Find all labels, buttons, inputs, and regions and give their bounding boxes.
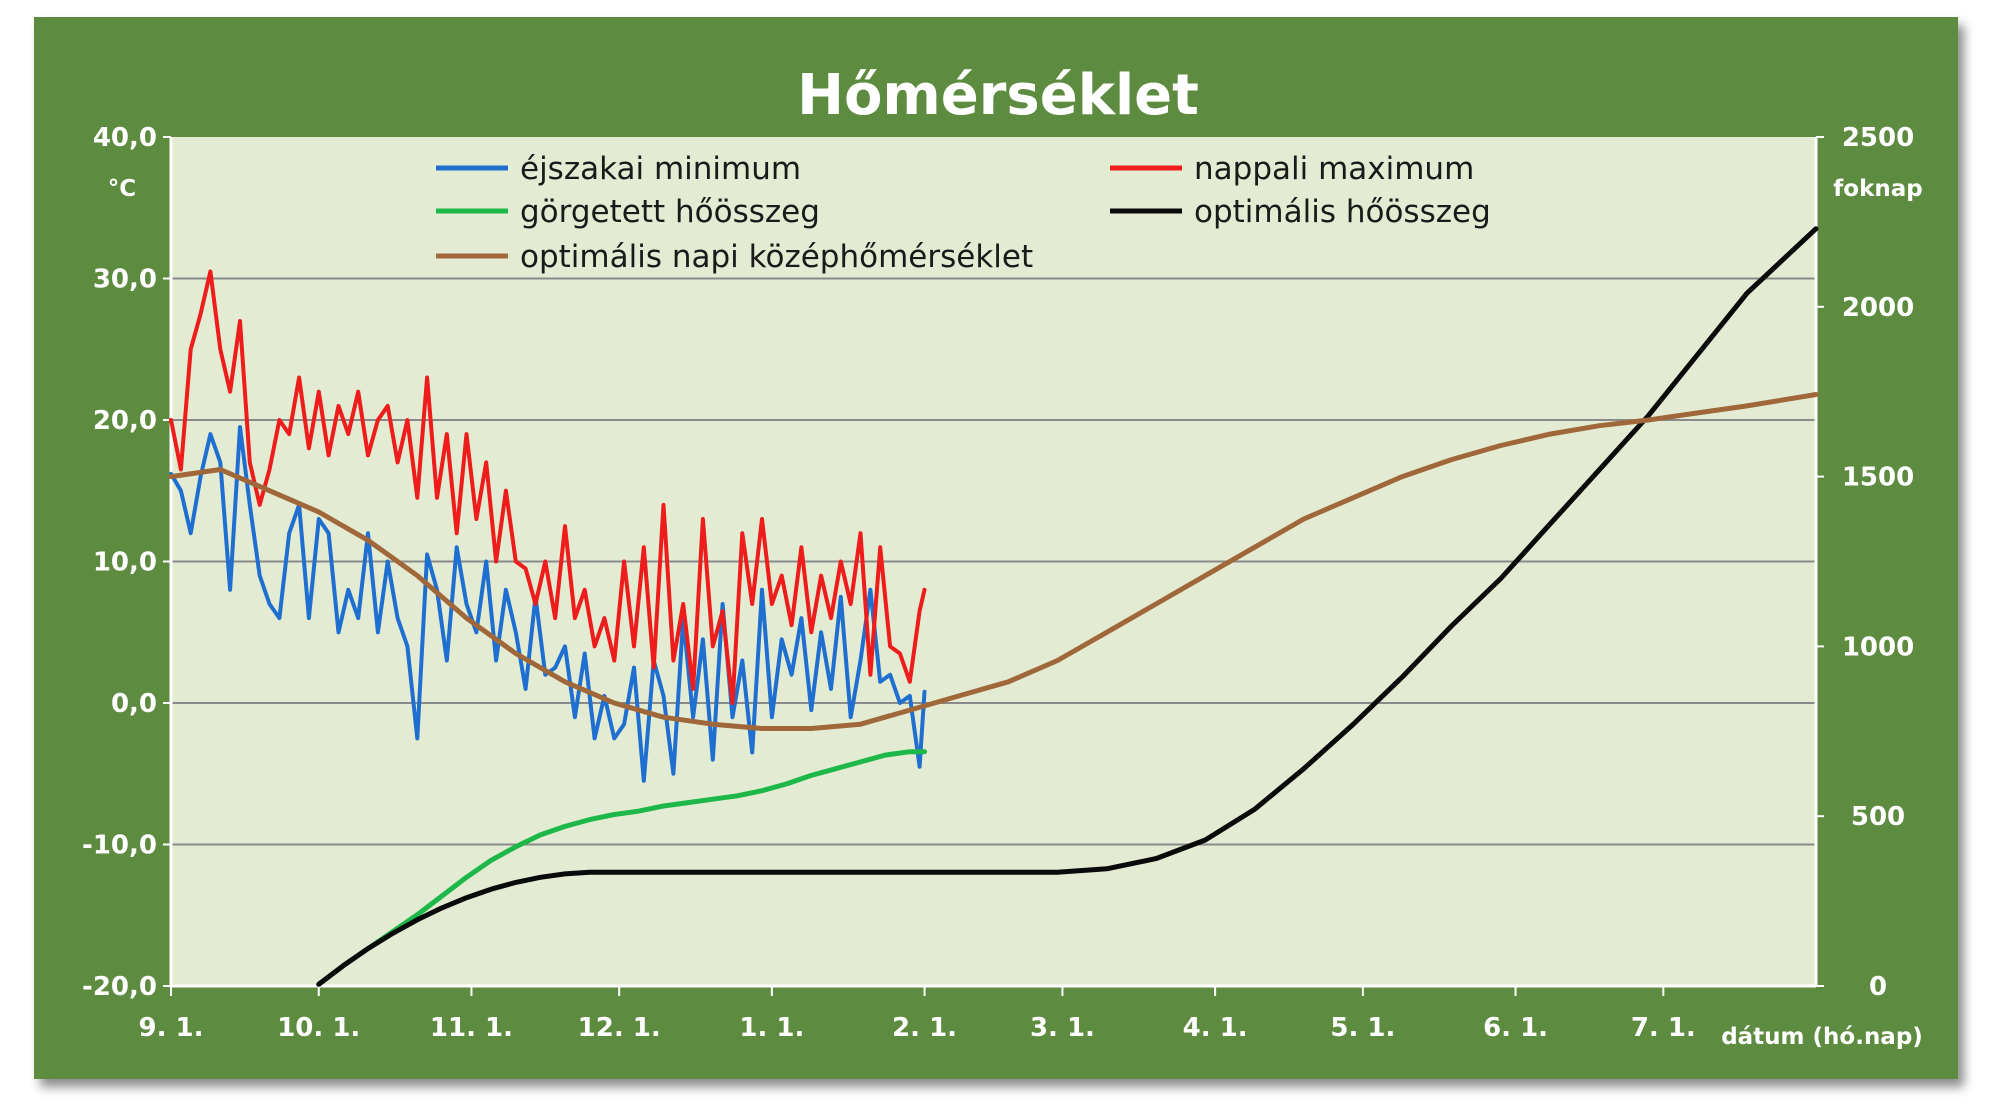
y-right-tick-label: 500	[1851, 802, 1905, 832]
x-tick-label: 4. 1.	[1183, 1013, 1248, 1043]
x-tick-label: 1. 1.	[739, 1013, 804, 1043]
series-line-4	[316, 226, 1819, 987]
x-tick-label: 3. 1.	[1030, 1013, 1095, 1043]
x-tick-label: 5. 1.	[1330, 1013, 1395, 1043]
x-tick-label: 7. 1.	[1631, 1013, 1696, 1043]
x-axis-label: dátum (hó.nap)	[1721, 1024, 1923, 1050]
y-left-tick-label: -10,0	[82, 831, 157, 861]
gridlines	[171, 277, 1816, 846]
series-layer	[168, 226, 1819, 987]
y-right-tick-label: 2000	[1842, 293, 1914, 323]
x-tick-label: 6. 1.	[1483, 1013, 1548, 1043]
axes: -20,0 -10,0 0,0 10,0 20,0 30,0 40,0 0 500 1000 150…	[82, 123, 1914, 1043]
y-right-tick-label: 0	[1869, 972, 1887, 1002]
series-line-5	[168, 392, 1819, 731]
x-tick-label: 9. 1.	[139, 1013, 204, 1043]
legend-label: nappali maximum	[1194, 151, 1474, 187]
x-tick-label: 2. 1.	[892, 1013, 957, 1043]
legend-label: görgetett hőösszeg	[520, 194, 820, 230]
series-line-2	[169, 269, 927, 705]
x-tick-label: 12. 1.	[578, 1013, 661, 1043]
left-axis-unit: °C	[108, 176, 136, 202]
y-right-tick-label: 1500	[1842, 463, 1914, 493]
x-tick-label: 10. 1.	[277, 1013, 360, 1043]
series-line-3	[316, 749, 927, 987]
legend-label: optimális hőösszeg	[1194, 194, 1491, 230]
y-left-tick-label: 10,0	[93, 548, 157, 578]
y-left-tick-label: 0,0	[111, 689, 157, 719]
y-left-tick-label: 20,0	[93, 406, 157, 436]
y-right-tick-label: 1000	[1842, 632, 1914, 662]
y-left-tick-label: 30,0	[93, 265, 157, 295]
y-left-tick-label: 40,0	[93, 123, 157, 153]
y-right-tick-label: 2500	[1842, 123, 1914, 153]
legend-label: éjszakai minimum	[520, 151, 801, 187]
x-tick-label: 11. 1.	[430, 1013, 513, 1043]
legend-label: optimális napi középhőmérséklet	[520, 239, 1033, 275]
right-axis-unit: foknap	[1833, 176, 1922, 202]
y-left-tick-label: -20,0	[82, 972, 157, 1002]
chart-title: Hőmérséklet	[797, 63, 1199, 128]
legend: éjszakai minimum nappali maximum görgetett…	[436, 151, 1491, 275]
